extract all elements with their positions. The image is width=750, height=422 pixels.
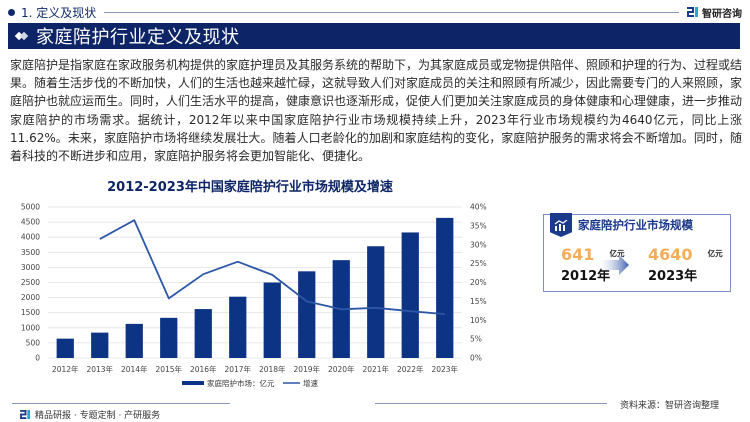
footer-tagline-text: 精品研报 · 专题定制 · 产研服务 [35,411,161,421]
intro-paragraph: 家庭陪护是指家庭在家政服务机构提供的家庭护理员及其服务系统的帮助下，为其家庭成员… [10,58,743,164]
section-header: 1. 定义及现状 智研咨询 [8,4,748,20]
left-tick-label: 1500 [21,308,40,317]
x-tick-label: 2021年 [362,364,389,374]
bar [194,309,212,358]
left-tick-label: 0 [35,354,40,363]
footer-tagline: 精品研报 · 专题定制 · 产研服务 [20,408,160,421]
market-size-card: 家庭陪护行业市场规模 641 亿元 2012年 4640 亿元 2023年 [543,213,731,292]
right-tick-label: 35% [470,221,487,230]
x-tick-label: 2013年 [86,364,113,374]
bar [56,338,74,358]
bar [125,323,143,358]
bar-series [56,217,454,358]
x-tick-label: 2017年 [224,364,251,374]
stat-end-value: 4640 [648,245,693,264]
growth-chart-icon [550,213,572,237]
stat-start-year: 2012年 [561,269,611,284]
x-axis: 2012年 2013年 2014年 2015年 2016年 2017年 2018年 2019年… [52,364,459,374]
right-tick-label: 5% [470,335,482,344]
right-tick-label: 15% [470,297,487,306]
left-tick-label: 500 [26,338,41,347]
brand-logo: 智研咨询 [687,5,742,20]
bar [298,271,316,358]
chart-legend: 家庭陪护市场：亿元 增速 [182,378,318,388]
left-tick-label: 3000 [21,263,40,272]
legend-bar-label: 家庭陪护市场：亿元 [207,378,275,388]
growth-line [99,219,445,315]
stat-end: 4640 亿元 2023年 [648,245,723,284]
bar [91,332,109,358]
left-tick-label: 1000 [21,323,40,332]
x-tick-label: 2014年 [121,364,148,374]
right-tick-label: 30% [470,240,487,249]
bar [436,217,454,358]
right-tick-label: 10% [470,316,487,325]
x-tick-label: 2020年 [328,364,355,374]
card-title: 家庭陪护行业市场规模 [578,218,693,232]
bullet-dot-icon [8,8,15,16]
bar [367,246,385,358]
legend-line-label: 增速 [303,378,318,388]
stat-start-unit: 亿元 [609,249,625,258]
source-note: 资料来源：智研咨询整理 [620,401,720,411]
x-tick-label: 2016年 [190,364,217,374]
right-tick-label: 0% [470,354,482,363]
bar [160,317,178,358]
divider [104,11,679,13]
card-header: 家庭陪护行业市场规模 [550,213,693,237]
chart-title: 2012-2023年中国家庭陪护行业市场规模及增速 [107,180,393,195]
page-title: 家庭陪护行业定义及现状 [36,27,240,48]
left-tick-label: 3500 [21,248,40,257]
left-tick-label: 4500 [21,218,40,227]
x-tick-label: 2012年 [52,364,79,374]
footer-divider-right [375,403,607,404]
x-tick-label: 2019年 [293,364,320,374]
x-tick-label: 2018年 [259,364,286,374]
brand-logo-icon [687,7,698,17]
section-label: 1. 定义及现状 [21,5,97,20]
title-banner: 家庭陪护行业定义及现状 [8,23,740,49]
left-tick-label: 5000 [21,203,40,212]
stat-end-year: 2023年 [648,269,698,284]
line-series [99,219,445,315]
right-tick-label: 40% [470,203,487,212]
left-tick-label: 2000 [21,293,40,302]
stat-start-value: 641 [561,245,595,264]
bar [401,232,419,358]
bar [263,282,281,358]
combo-chart: 0 500 1000 1500 2000 2500 3000 3500 4000 4500 5000… [21,203,487,389]
left-tick-label: 4000 [21,233,40,242]
stat-start: 641 亿元 2012年 [561,245,625,284]
footer-divider-left [12,403,230,404]
brand-logo-icon [20,410,30,419]
right-axis: 0% 5% 10% 15% 20% 25% 30% 35% 40% [470,203,487,363]
right-tick-label: 25% [470,259,487,268]
x-tick-label: 2023年 [431,364,458,374]
left-tick-label: 2500 [21,278,40,287]
diamond-bullet-icon [16,32,30,40]
left-axis: 0 500 1000 1500 2000 2500 3000 3500 4000 4500 5000 [21,203,40,363]
bar [229,296,247,358]
arrow-right-icon [599,255,629,275]
right-tick-label: 20% [470,278,487,287]
legend-bar-swatch [182,381,204,385]
x-tick-label: 2015年 [155,364,182,374]
brand-name: 智研咨询 [702,8,742,20]
chart-grid [48,206,462,359]
stat-end-unit: 亿元 [707,249,723,258]
x-tick-label: 2022年 [397,364,424,374]
